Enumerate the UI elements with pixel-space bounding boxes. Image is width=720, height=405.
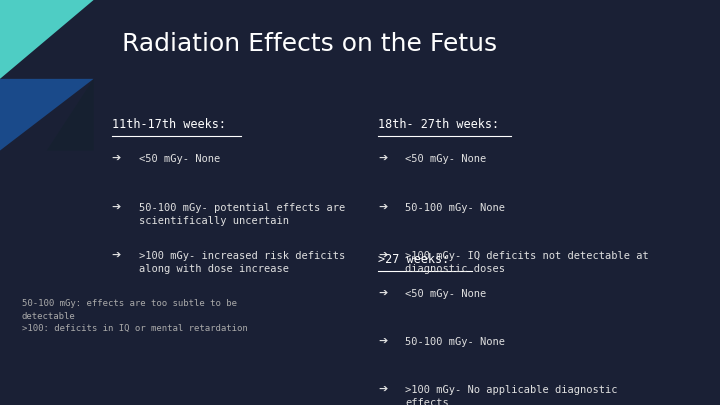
Text: >100 mGy- IQ deficits not detectable at
diagnostic doses: >100 mGy- IQ deficits not detectable at … bbox=[405, 251, 649, 274]
Text: 11th-17th weeks:: 11th-17th weeks: bbox=[112, 118, 225, 131]
Text: ➔: ➔ bbox=[112, 154, 121, 164]
Text: >100 mGy- increased risk deficits
along with dose increase: >100 mGy- increased risk deficits along … bbox=[139, 251, 345, 274]
Text: 50-100 mGy: effects are too subtle to be
detectable
>100: deficits in IQ or ment: 50-100 mGy: effects are too subtle to be… bbox=[22, 299, 248, 333]
Text: ➔: ➔ bbox=[378, 288, 387, 298]
Text: 50-100 mGy- potential effects are
scientifically uncertain: 50-100 mGy- potential effects are scient… bbox=[139, 202, 345, 226]
Text: 50-100 mGy- None: 50-100 mGy- None bbox=[405, 337, 505, 347]
Text: ➔: ➔ bbox=[378, 385, 387, 395]
Text: <50 mGy- None: <50 mGy- None bbox=[405, 154, 487, 164]
Text: ➔: ➔ bbox=[378, 251, 387, 261]
Text: ➔: ➔ bbox=[378, 337, 387, 347]
Text: <50 mGy- None: <50 mGy- None bbox=[139, 154, 220, 164]
Text: 50-100 mGy- None: 50-100 mGy- None bbox=[405, 202, 505, 213]
Text: >100 mGy- No applicable diagnostic
effects: >100 mGy- No applicable diagnostic effec… bbox=[405, 385, 618, 405]
Text: ➔: ➔ bbox=[378, 154, 387, 164]
Text: 18th- 27th weeks:: 18th- 27th weeks: bbox=[378, 118, 499, 131]
Text: ➔: ➔ bbox=[378, 202, 387, 213]
Text: >27 weeks:: >27 weeks: bbox=[378, 253, 449, 266]
Text: <50 mGy- None: <50 mGy- None bbox=[405, 288, 487, 298]
Polygon shape bbox=[0, 0, 94, 79]
Text: ➔: ➔ bbox=[112, 251, 121, 261]
Text: ➔: ➔ bbox=[112, 202, 121, 213]
Polygon shape bbox=[47, 79, 94, 151]
Polygon shape bbox=[0, 79, 94, 151]
Text: Radiation Effects on the Fetus: Radiation Effects on the Fetus bbox=[122, 32, 498, 56]
